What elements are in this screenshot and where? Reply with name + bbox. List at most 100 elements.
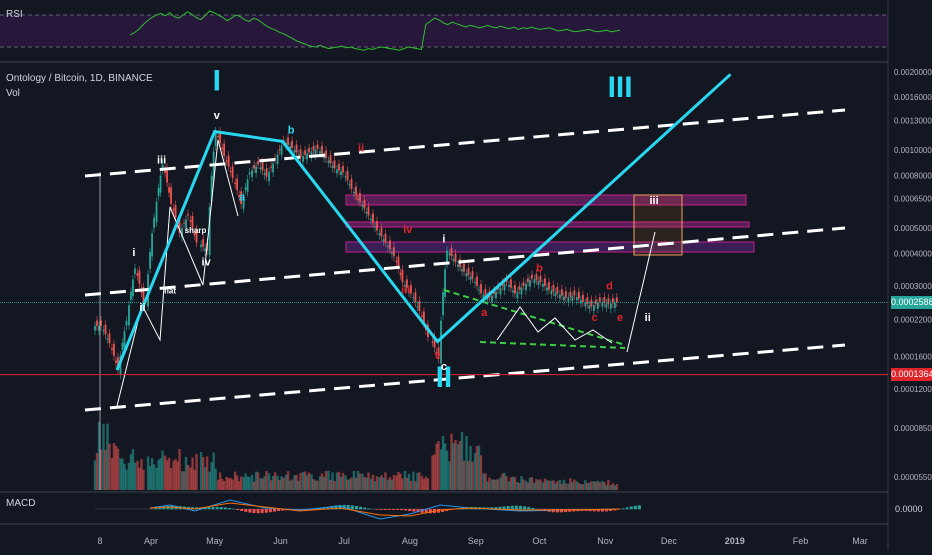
volume-bar — [214, 469, 216, 490]
candle-body — [260, 167, 262, 169]
candle-body — [359, 193, 361, 202]
subwave-label: flat — [164, 287, 176, 296]
candle-body — [347, 171, 349, 180]
candle-body — [546, 288, 548, 291]
candle-body — [442, 292, 444, 315]
volume-bars — [94, 422, 618, 490]
time-tick-label: Nov — [597, 536, 614, 546]
main-pane[interactable]: 0.00200000.00160000.00130000.00100000.00… — [0, 64, 932, 490]
candle-body — [451, 248, 453, 256]
time-tick-label: Feb — [793, 536, 809, 546]
volume-bar — [282, 478, 284, 490]
volume-bar — [274, 472, 276, 490]
macd-bar — [253, 509, 256, 513]
volume-bar — [231, 479, 233, 490]
candle-body — [236, 179, 238, 191]
candle-body — [170, 187, 172, 204]
volume-bar — [117, 449, 119, 490]
candle-body — [264, 174, 266, 176]
price-tick-label: 0.0020000 — [894, 68, 932, 77]
volume-bar — [539, 479, 541, 490]
candle-body — [453, 259, 455, 261]
macd-bar — [507, 506, 510, 509]
macd-bar — [376, 509, 379, 510]
chart-title: Ontology / Bitcoin, 1D, BINANCE — [6, 73, 153, 84]
macd-bar — [519, 506, 522, 509]
volume-bar — [427, 478, 429, 490]
volume-bar — [446, 451, 448, 490]
macd-bar — [380, 509, 383, 510]
candle-body — [461, 269, 463, 271]
macd-bar — [396, 509, 399, 510]
candle-body — [478, 290, 480, 291]
wave-degree-label: III — [608, 71, 633, 104]
candle-body — [474, 282, 476, 283]
candle-body — [504, 284, 506, 290]
macd-bar — [363, 508, 366, 510]
volume-bar — [342, 473, 344, 490]
candle-body — [105, 325, 107, 335]
candle-body — [495, 292, 497, 299]
candle-body — [187, 214, 189, 215]
candle-body — [251, 170, 253, 177]
candle-body — [379, 233, 381, 235]
candle-body — [400, 273, 402, 275]
candle-body — [313, 146, 315, 151]
subwave-label: ii — [139, 302, 145, 314]
candle-body — [109, 333, 111, 343]
candle-body — [226, 161, 228, 162]
candle-body — [115, 361, 117, 363]
volume-bar — [488, 478, 490, 490]
candle-body — [500, 288, 502, 295]
candle-body — [595, 300, 597, 304]
macd-bar — [384, 509, 387, 510]
candle-body — [345, 176, 347, 177]
volume-bar — [195, 454, 197, 490]
candle-body — [332, 166, 334, 168]
macd-pane[interactable] — [95, 500, 641, 519]
macd-bar — [527, 507, 530, 509]
candle-body — [249, 172, 251, 174]
candle-body — [385, 234, 387, 243]
price-axis[interactable] — [888, 0, 932, 550]
candle-body — [200, 245, 202, 248]
subwave-label: c — [592, 312, 598, 324]
macd-bar — [240, 509, 243, 511]
subwave-label: ii — [645, 312, 651, 324]
macd-bar — [220, 507, 223, 509]
candle-body — [616, 297, 618, 302]
candle-body — [561, 289, 563, 296]
volume-bar — [248, 477, 250, 490]
candle-body — [160, 176, 162, 193]
volume-bar — [531, 477, 533, 490]
candle-body — [257, 161, 259, 165]
macd-bar — [257, 509, 260, 513]
macd-bar — [224, 507, 227, 509]
subwave-label: iii — [157, 154, 166, 166]
candle-body — [548, 282, 550, 289]
volume-bar — [316, 481, 318, 490]
candle-body — [457, 264, 459, 266]
price-tick-label: 0.0010000 — [894, 146, 932, 155]
macd-bar — [212, 507, 215, 509]
volume-bar — [514, 477, 516, 490]
candle-body — [96, 321, 98, 326]
candle-body — [542, 284, 544, 287]
candle-body — [100, 321, 102, 326]
macd-bar — [388, 509, 391, 510]
candle-body — [202, 239, 204, 246]
candle-body — [111, 348, 113, 350]
rsi-pane[interactable]: 80.000040.0000 — [0, 3, 923, 50]
price-candles — [94, 127, 618, 490]
candle-body — [204, 249, 206, 252]
candle-body — [576, 297, 578, 300]
candle-body — [328, 161, 330, 163]
candle-body — [362, 205, 364, 206]
candle-body — [393, 247, 395, 256]
candle-body — [268, 172, 270, 181]
candle-body — [134, 268, 136, 273]
subwave-label: iv — [403, 224, 413, 236]
subwave-label: c — [441, 361, 447, 373]
